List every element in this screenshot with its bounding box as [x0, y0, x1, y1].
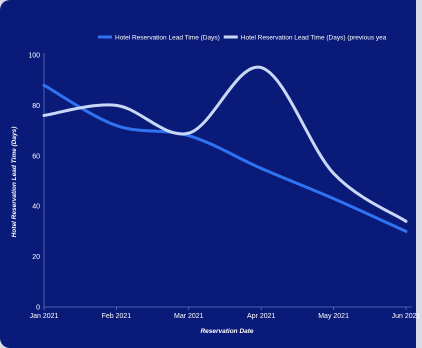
series-line-1: [42, 83, 408, 233]
y-tick-label: 20: [32, 254, 40, 261]
y-tick-label: 80: [32, 103, 40, 110]
x-tick-label: Mar 2021: [174, 313, 204, 320]
series-line-2: [42, 65, 408, 223]
x-tick-label: Feb 2021: [102, 313, 132, 320]
y-tick-label: 60: [32, 153, 40, 160]
legend-label-1: Hotel Reservation Lead Time (Days): [115, 34, 220, 41]
series-layer: [42, 65, 408, 233]
legend: Hotel Reservation Lead Time (Days) Hotel …: [98, 34, 387, 41]
x-tick-label: May 2021: [318, 313, 349, 320]
legend-label-2: Hotel Reservation Lead Time (Days) (prev…: [241, 34, 387, 41]
x-tick-label: Apr 2021: [247, 313, 276, 320]
x-axis-title: Reservation Date: [200, 328, 253, 335]
y-axis-title: Hotel Reservation Lead Time (Days): [11, 127, 18, 238]
y-tick-label: 0: [36, 305, 40, 312]
x-axis: Jan 2021 Feb 2021 Mar 2021 Apr 2021 May 2021…: [30, 306, 421, 320]
y-tick-label: 100: [28, 53, 40, 60]
x-tick-label: Jun 2021: [392, 313, 421, 320]
x-tick-label: Jan 2021: [30, 313, 59, 320]
y-axis: 0 20 40 60 80 100: [28, 53, 45, 312]
y-tick-label: 40: [32, 204, 40, 211]
